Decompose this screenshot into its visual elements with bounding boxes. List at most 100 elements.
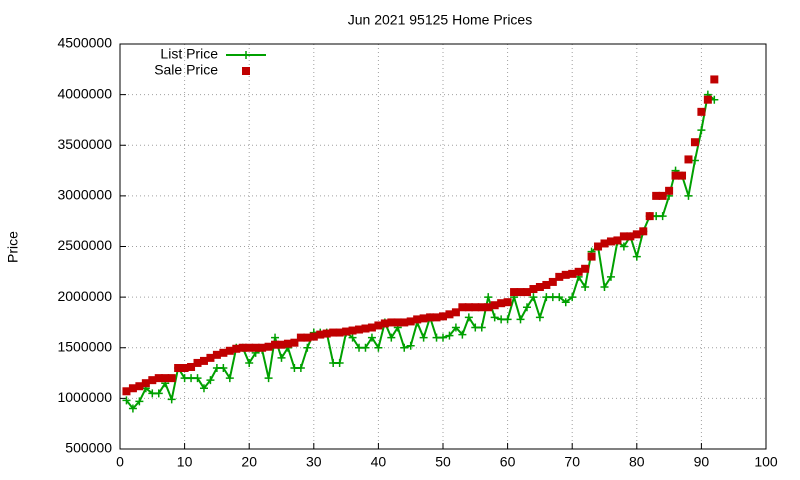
point (303, 343, 312, 352)
point (413, 315, 422, 324)
point (678, 171, 687, 180)
point (329, 328, 338, 337)
point (690, 138, 699, 147)
point (316, 330, 325, 339)
point (277, 340, 286, 349)
point (167, 374, 176, 383)
point (600, 239, 609, 248)
point (387, 333, 396, 342)
y-tick-label: 1500000 (57, 338, 112, 354)
point (187, 362, 196, 371)
y-tick-label: 1000000 (57, 389, 112, 405)
point (542, 280, 551, 289)
point (697, 126, 706, 135)
point (471, 303, 480, 312)
y-tick-label: 500000 (65, 440, 112, 456)
y-tick-label: 4000000 (57, 85, 112, 101)
point (387, 318, 396, 327)
point (277, 353, 286, 362)
point (477, 323, 486, 332)
y-axis-label: Price (5, 231, 21, 263)
point (406, 317, 415, 326)
chart-title: Jun 2021 95125 Home Prices (348, 12, 532, 28)
point (594, 242, 603, 251)
legend-marker (242, 67, 250, 75)
point (503, 315, 512, 324)
point (193, 374, 202, 383)
point (367, 323, 376, 332)
y-tick-label: 2000000 (57, 288, 112, 304)
point (271, 333, 280, 342)
legend-marker (242, 51, 250, 59)
point (490, 301, 499, 310)
y-tick-label: 3000000 (57, 187, 112, 203)
point (290, 338, 299, 347)
point (548, 277, 557, 286)
point (574, 267, 583, 276)
point (626, 232, 635, 241)
point (658, 212, 667, 221)
point (432, 313, 441, 322)
x-tick-label: 80 (629, 454, 645, 470)
point (154, 389, 163, 398)
point (613, 236, 622, 245)
x-tick-label: 30 (306, 454, 322, 470)
y-tick-label: 3500000 (57, 136, 112, 152)
point (632, 252, 641, 261)
point (510, 288, 519, 297)
point (464, 303, 473, 312)
point (445, 331, 454, 340)
point (400, 318, 409, 327)
x-tick-label: 100 (754, 454, 778, 470)
point (464, 313, 473, 322)
x-tick-label: 70 (564, 454, 580, 470)
point (245, 343, 254, 352)
point (232, 344, 241, 353)
point (135, 397, 144, 406)
legend-label: Sale Price (154, 62, 218, 78)
point (671, 171, 680, 180)
point (568, 269, 577, 278)
point (451, 323, 460, 332)
point (342, 327, 351, 336)
point (516, 288, 525, 297)
series-line (125, 92, 715, 411)
grid (119, 43, 767, 450)
point (400, 343, 409, 352)
x-tick-label: 90 (694, 454, 710, 470)
point (639, 227, 648, 236)
point (199, 384, 208, 393)
point (490, 313, 499, 322)
point (581, 264, 590, 273)
point (303, 333, 312, 342)
point (264, 342, 273, 351)
point (367, 333, 376, 342)
point (180, 364, 189, 372)
y-tick-label: 2500000 (57, 237, 112, 253)
point (225, 346, 234, 355)
point (374, 343, 383, 352)
point (122, 387, 131, 396)
point (581, 283, 590, 291)
x-tick-label: 20 (241, 454, 257, 470)
point (426, 313, 435, 322)
point (555, 293, 564, 302)
point (439, 333, 447, 342)
point (535, 313, 544, 322)
point (199, 356, 208, 365)
point (219, 348, 228, 357)
point (193, 358, 202, 367)
point (206, 353, 215, 362)
x-tick-label: 40 (371, 454, 387, 470)
point (245, 358, 254, 367)
point (606, 272, 615, 281)
point (684, 155, 693, 164)
point (665, 186, 674, 195)
point (154, 374, 163, 383)
point (296, 333, 305, 342)
point (645, 212, 654, 221)
point (484, 293, 493, 302)
point (148, 376, 157, 385)
point (587, 252, 596, 261)
